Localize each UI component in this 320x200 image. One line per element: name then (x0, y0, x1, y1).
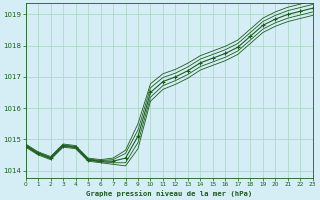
X-axis label: Graphe pression niveau de la mer (hPa): Graphe pression niveau de la mer (hPa) (86, 190, 252, 197)
